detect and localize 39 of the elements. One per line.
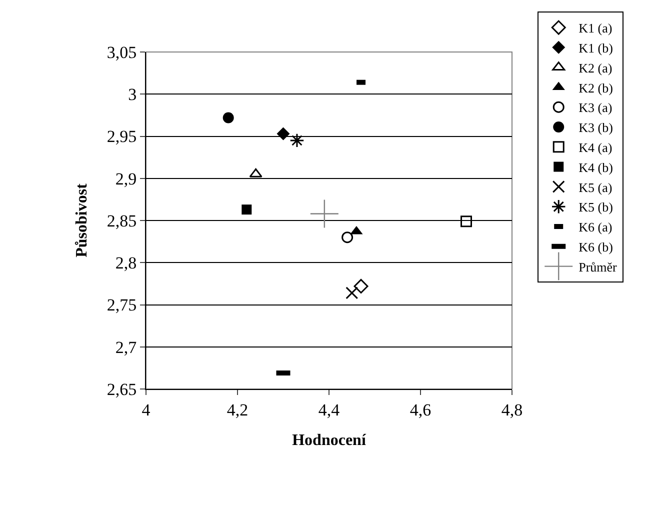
legend-label: K6 (b) [578,239,613,254]
y-tick-label: 2,8 [115,254,137,273]
y-tick-label: 2,85 [106,211,137,230]
x-axis-title: Hodnocení [292,432,366,450]
x-tick-label: 4,6 [410,400,432,420]
legend-label: K6 (a) [578,220,612,235]
point [276,127,290,140]
y-tick-label: 3 [128,85,137,104]
legend-label: K2 (b) [578,80,613,96]
y-tick-label: 2,65 [106,380,137,399]
legend-label: K4 (b) [578,160,613,175]
x-tick-label: 4,2 [226,400,248,420]
point [354,278,368,294]
point [290,133,304,148]
point [249,168,262,178]
legend-label: K1 (a) [578,20,612,36]
point [460,216,472,228]
legend-label: K2 (a) [578,60,612,76]
legend-label: K5 (b) [578,200,613,215]
point [346,286,358,300]
x-tick-label: 4,8 [501,400,523,420]
y-tick-label: 2,9 [115,169,137,188]
legend-label: K3 (a) [578,100,612,116]
point [222,112,234,124]
legend-label: Průměr [578,259,618,274]
y-tick-label: 2,95 [106,127,137,146]
point [342,232,354,244]
y-tick-label: 3,05 [106,42,137,62]
y-tick-label: 2,75 [106,296,137,315]
legend-label: K5 (a) [578,180,612,195]
x-tick-label: 4,4 [318,400,340,420]
y-axis-title: Působivost [74,182,91,258]
x-tick-label: 4 [142,400,151,420]
point [310,200,338,228]
point [242,204,252,215]
y-tick-label: 2,7 [115,338,138,357]
legend-label: K1 (b) [578,40,613,56]
legend-label: K3 (b) [578,120,613,136]
legend-label: K4 (a) [578,140,612,155]
